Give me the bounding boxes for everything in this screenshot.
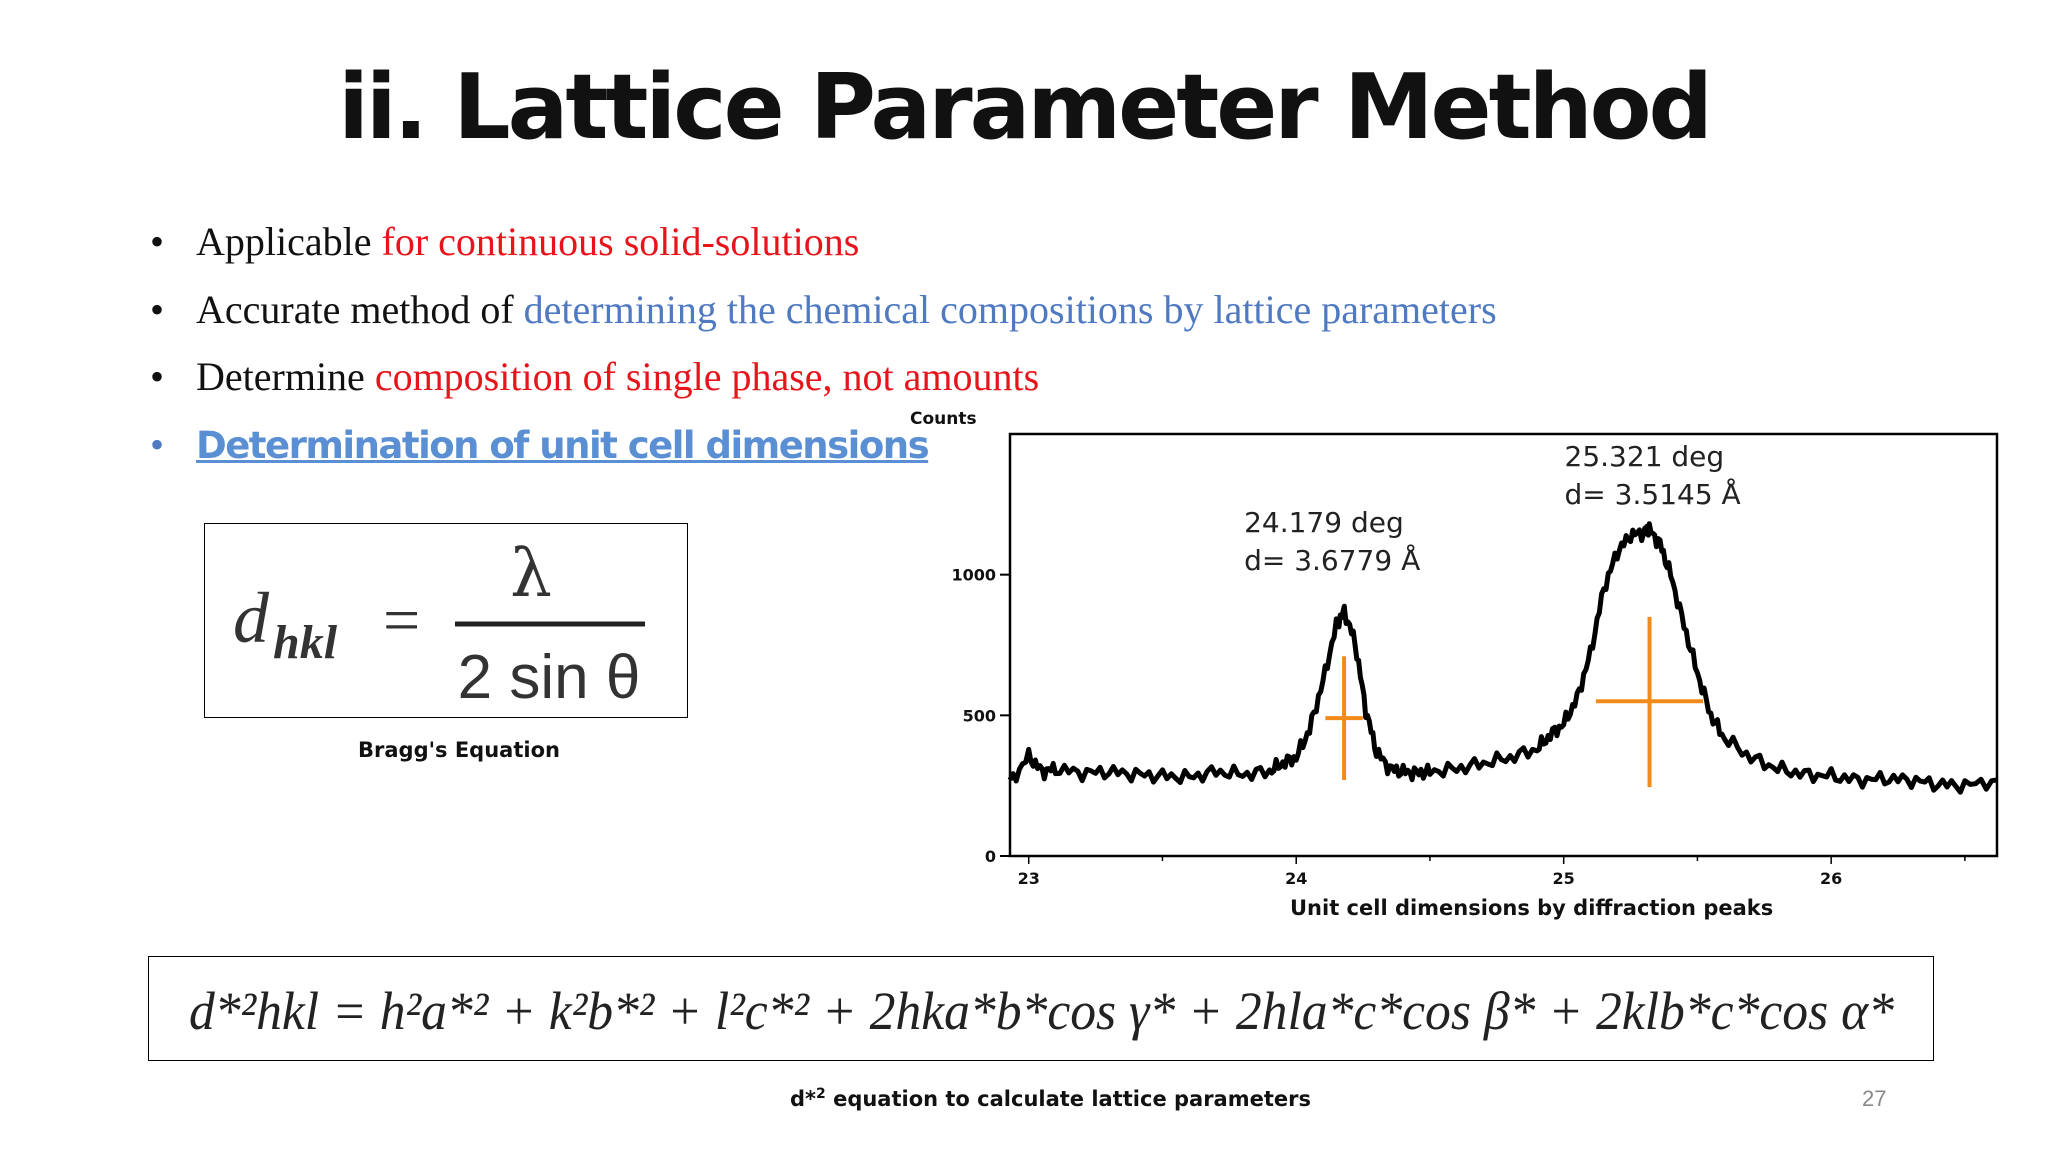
y-tick-label: 0 xyxy=(985,847,996,866)
bragg-equation-box: d hkl = λ 2 sin θ xyxy=(204,523,688,718)
x-tick-label: 24 xyxy=(1285,869,1307,888)
dstar-equation: d*²hkl = h²a*² + k²b*² + l²c*² + 2hka*b*… xyxy=(189,981,1894,1041)
dstar-caption-prefix: d* xyxy=(790,1087,817,1111)
chart-caption: Unit cell dimensions by diffraction peak… xyxy=(1290,896,1774,920)
bullet-item: • Accurate method of determining the che… xyxy=(150,282,1497,350)
bullet-highlight: composition of single phase, not amounts xyxy=(374,354,1040,399)
bragg-equals: = xyxy=(383,584,420,657)
bullet-highlight: determining the chemical compositions by… xyxy=(523,286,1497,332)
dstar-equation-box: d*²hkl = h²a*² + k²b*² + l²c*² + 2hka*b*… xyxy=(148,956,1934,1061)
bullet-text: Determine xyxy=(196,354,375,399)
y-tick-label: 500 xyxy=(963,706,996,725)
dstar-caption: d*2 equation to calculate lattice parame… xyxy=(790,1086,1311,1111)
y-tick-label: 1000 xyxy=(951,566,996,585)
dstar-caption-suffix: equation to calculate lattice parameters xyxy=(825,1087,1311,1111)
bullet-list: • Applicable for continuous solid-soluti… xyxy=(150,214,1497,484)
plot-frame xyxy=(1008,432,1999,858)
bullet-item: • Applicable for continuous solid-soluti… xyxy=(150,214,1497,282)
bullet-dot-icon: • xyxy=(150,219,165,264)
bullet-text: Accurate method of xyxy=(196,286,524,332)
slide-title: ii. Lattice Parameter Method xyxy=(338,55,1713,160)
bragg-equation: d hkl = λ 2 sin θ xyxy=(233,535,645,712)
bragg-numerator: λ xyxy=(510,535,552,612)
peak-d-label: d= 3.6779 Å xyxy=(1244,543,1420,577)
bullet-highlight: for continuous solid-solutions xyxy=(381,219,860,264)
bragg-caption: Bragg's Equation xyxy=(358,738,560,762)
diffraction-chart: Counts 0 500 1000 23 24 25 26 24.179 deg d= 3.677… xyxy=(910,409,1999,888)
x-tick-label: 23 xyxy=(1018,869,1040,888)
bullet-dot-icon: • xyxy=(150,421,165,467)
bragg-denominator: 2 sin θ xyxy=(458,643,641,712)
x-tick-label: 26 xyxy=(1820,869,1842,888)
x-tick-label: 25 xyxy=(1553,869,1575,888)
diffraction-series-line xyxy=(1007,521,1998,795)
bullet-text: Applicable xyxy=(196,219,382,264)
unit-cell-link[interactable]: Determination of unit cell dimensions xyxy=(196,423,930,467)
bullet-dot-icon: • xyxy=(150,286,165,332)
peak-d-label: d= 3.5145 Å xyxy=(1565,477,1741,511)
bragg-lhs-sub: hkl xyxy=(273,616,338,669)
dstar-equation-text: d*²hkl = h²a*² + k²b*² + l²c*² + 2hka*b*… xyxy=(189,981,1894,1041)
dstar-caption-sup: 2 xyxy=(816,1086,826,1102)
bullet-dot-icon: • xyxy=(150,354,165,399)
peak-angle-label: 25.321 deg xyxy=(1565,440,1725,473)
page-number: 27 xyxy=(1862,1086,1887,1111)
bullet-item: • Determine composition of single phase,… xyxy=(150,349,1497,417)
y-axis-label: Counts xyxy=(910,409,977,429)
peak-angle-label: 24.179 deg xyxy=(1244,506,1404,539)
bragg-lhs-d: d xyxy=(233,578,270,658)
bullet-item: • Determination of unit cell dimensions xyxy=(150,417,1497,485)
